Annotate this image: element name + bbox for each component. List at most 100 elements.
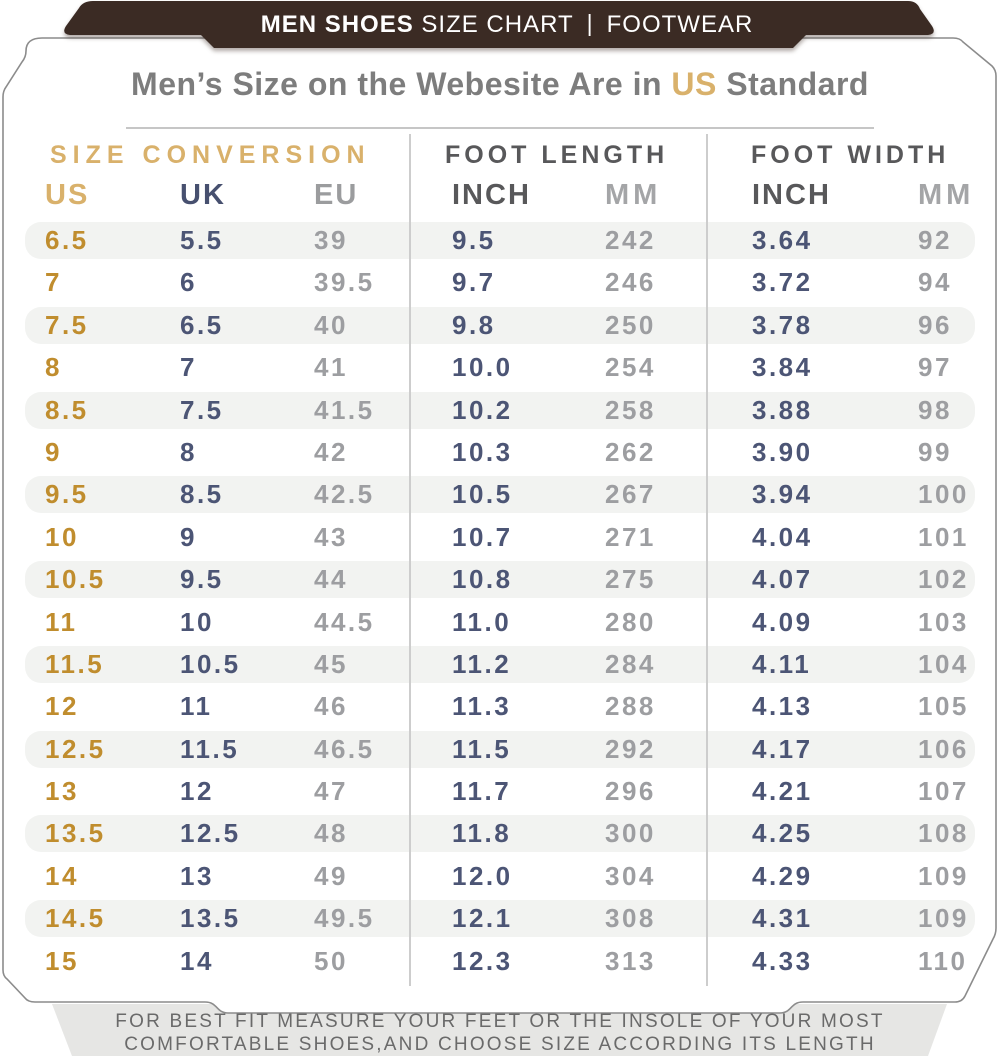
table-row: 7 6 39.5 9.7 246 3.72 94 [25,264,975,301]
footer-note-line2: COMFORTABLE SHOES,AND CHOOSE SIZE ACCORD… [124,1034,876,1055]
card-shape [2,37,997,1014]
table-rows: 6.5 5.5 39 9.5 242 3.64 92 7 6 39.5 9.7 246 3.72 94 7.… [25,222,975,980]
cell: 246 [605,267,656,298]
cell: 10.5 [180,648,241,679]
cell: 11.7 [452,776,512,807]
cell: 12 [45,691,79,722]
table-row: 13.5 12.5 48 11.8 300 4.25 108 [25,815,975,853]
cell: 10.5 [45,564,106,595]
ribbon-title: MEN SHOES SIZE CHART | FOOTWEAR [7,7,1000,42]
cell: 92 [918,225,952,255]
cell: 7.5 [45,309,89,340]
cell: 105 [918,691,969,722]
table-row: 11.5 10.5 45 11.2 284 4.11 104 [25,645,975,683]
cell: 11.0 [452,606,512,637]
cell: 44.5 [314,606,375,637]
table-row: 6.5 5.5 39 9.5 242 3.64 92 [25,222,975,259]
cell: 9.7 [452,267,496,298]
cell: 4.09 [752,606,813,637]
cell: 11.3 [452,691,512,722]
cell: 258 [605,394,656,425]
table-row: 7.5 6.5 40 9.8 250 3.78 96 [25,306,975,344]
cell: 12.3 [452,945,513,976]
cell: 3.84 [752,352,813,383]
table-row: 9 8 42 10.3 262 3.90 99 [25,434,975,471]
cell: 4.13 [752,691,813,722]
cell: 14.5 [45,903,106,934]
table-row: 12.5 11.5 46.5 11.5 292 4.17 106 [25,730,975,768]
footer-banner-shape [52,1004,947,1056]
cell: 9.8 [452,309,496,340]
cell: 98 [918,394,952,425]
cell: 7.5 [180,394,224,425]
cell: 284 [605,648,656,679]
table-row: 9.5 8.5 42.5 10.5 267 3.94 100 [25,476,975,514]
cell: 8.5 [45,394,89,425]
cell: 296 [605,776,656,807]
cell: 12.0 [452,860,513,891]
cell: 12.5 [180,818,241,849]
cell: 9 [180,521,197,552]
cell: 108 [918,818,969,849]
cell: 94 [918,267,952,298]
cell: 10.8 [452,564,513,595]
cell: 4.04 [752,521,813,552]
cell: 13 [45,776,79,807]
cell: 14 [180,945,214,976]
cell: 3.88 [752,394,813,425]
cell: 10 [45,521,79,552]
ribbon-title-regular: SIZE CHART [421,11,574,38]
cell: 102 [918,564,969,595]
page-title-suffix: Standard [716,66,869,102]
cell: 100 [918,479,969,510]
cell: 13 [180,860,214,891]
cell: 41.5 [314,394,375,425]
cell: 9.5 [45,479,89,510]
cell: 10 [180,606,214,637]
section-header-row: SIZE CONVERSION FOOT LENGTH FOOT WIDTH [25,138,975,174]
cell: 8.5 [180,479,224,510]
cell: 11.5 [452,733,512,764]
title-underline [126,127,874,129]
cell: 11.5 [45,648,105,679]
cell: 300 [605,818,656,849]
cell: 4.29 [752,860,813,891]
cell: 49 [314,860,348,891]
cell: 42 [314,436,348,467]
page-title-highlight: US [671,66,717,102]
cell: 11.5 [180,733,240,764]
cell: 3.72 [752,267,813,298]
column-header-us-0: US [45,179,90,211]
cell: 10.0 [452,352,513,383]
table-row: 10 9 43 10.7 271 4.04 101 [25,519,975,556]
column-header-inch-5: INCH [752,179,831,211]
table-row: 12 11 46 11.3 288 4.13 105 [25,688,975,725]
section-label-size-conversion: SIZE CONVERSION [50,141,371,169]
cell: 49.5 [314,903,375,934]
cell: 10.5 [452,479,513,510]
cell: 46.5 [314,733,375,764]
cell: 9 [45,436,62,467]
page-title: Men’s Size on the Webesite Are in US Sta… [0,66,1000,103]
cell: 304 [605,860,656,891]
cell: 5.5 [180,225,224,255]
table-row: 14 13 49 12.0 304 4.29 109 [25,858,975,895]
table-row: 14.5 13.5 49.5 12.1 308 4.31 109 [25,900,975,938]
cell: 109 [918,860,969,891]
cell: 96 [918,309,952,340]
cell: 10.3 [452,436,513,467]
cell: 280 [605,606,656,637]
cell: 271 [605,521,656,552]
cell: 308 [605,903,656,934]
cell: 106 [918,733,969,764]
table-row: 15 14 50 12.3 313 4.33 110 [25,943,975,980]
cell: 39 [314,225,348,255]
cell: 46 [314,691,348,722]
cell: 97 [918,352,952,383]
cell: 4.07 [752,564,813,595]
section-label-foot-width: FOOT WIDTH [751,141,950,169]
cell: 12.1 [452,903,513,934]
table-row: 10.5 9.5 44 10.8 275 4.07 102 [25,561,975,599]
cell: 250 [605,309,656,340]
